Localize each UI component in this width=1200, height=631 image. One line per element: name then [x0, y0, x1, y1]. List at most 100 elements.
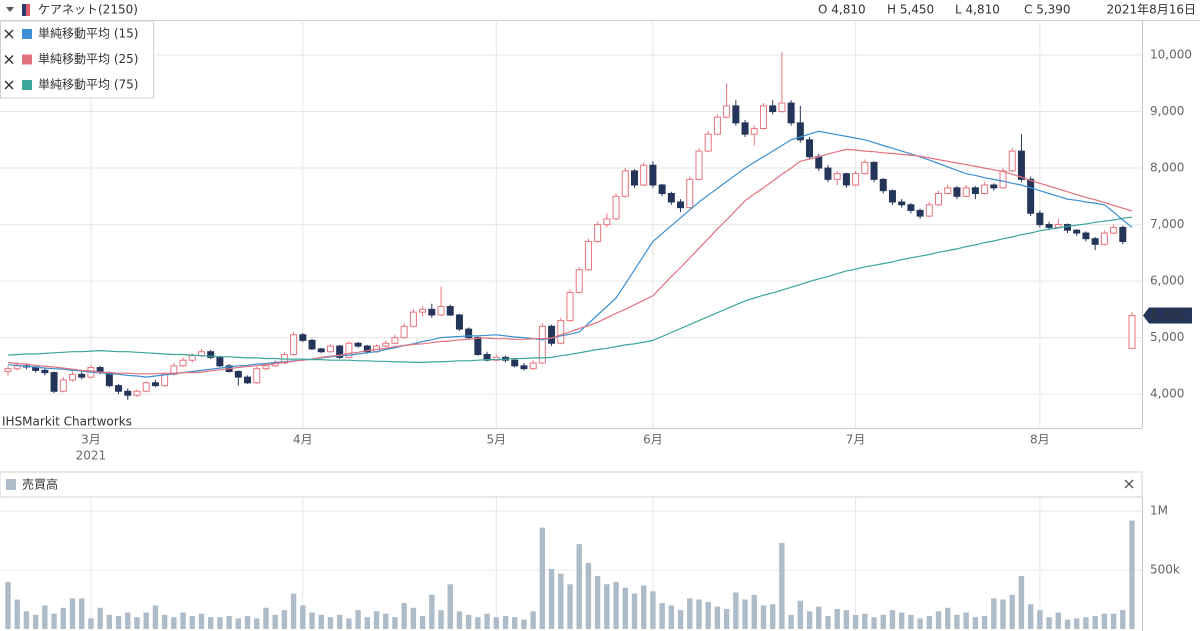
candle-body [1064, 224, 1072, 231]
legend-label: 単純移動平均 (75) [38, 78, 138, 92]
volume-bar [945, 607, 951, 629]
candle-body [262, 365, 270, 370]
candle-body [732, 105, 740, 124]
volume-bar [760, 605, 767, 629]
volume-bar [594, 575, 601, 629]
candle-body [538, 325, 546, 364]
candle-body [916, 209, 924, 217]
candle-body [971, 187, 979, 194]
volume-bar [530, 611, 536, 629]
candle-body [713, 116, 721, 135]
candle-body [354, 342, 362, 347]
candle-body [1008, 150, 1016, 172]
candle-body [317, 348, 325, 353]
candle-body [1017, 150, 1025, 180]
candle-body [1100, 232, 1108, 245]
candle-body [299, 334, 307, 341]
y-tick-label: 10,000 [1150, 48, 1192, 62]
volume-bar [797, 600, 804, 629]
legend-remove[interactable] [4, 55, 14, 64]
y-tick-label: 5,000 [1150, 330, 1184, 344]
volume-bar [309, 612, 315, 629]
legend-label: 単純移動平均 (15) [38, 27, 138, 41]
overlay: 4,000 5,000 6,000 7,000 8,000 9,000 10,000 3月 4月… [0, 20, 1192, 577]
volume-bar [42, 605, 48, 629]
candle-body [105, 372, 113, 387]
volume-bar [862, 613, 868, 629]
volume-bar [263, 607, 269, 629]
volume-bar [816, 606, 822, 629]
icon [4, 55, 14, 64]
icon [4, 29, 14, 39]
candle-body [437, 306, 445, 316]
volume-bar [1129, 520, 1135, 629]
candle-body [907, 204, 915, 211]
volume-bar [207, 617, 214, 629]
volume-bar [217, 617, 223, 629]
dropdown-toggle[interactable] [6, 7, 14, 12]
volume-bar [281, 610, 288, 629]
candle-body [981, 184, 989, 194]
candle-body [1110, 226, 1118, 234]
volume-bar [622, 587, 628, 629]
volume-bar [88, 618, 94, 629]
candle-body [1073, 229, 1081, 234]
candle-body [115, 385, 123, 392]
volume-bar [548, 568, 555, 629]
candle-body [796, 122, 804, 141]
volume-bar [659, 603, 665, 629]
volume-bar [456, 611, 463, 629]
candle-body [852, 173, 860, 186]
candle-body [741, 122, 749, 135]
ohlc-high: H 5,450 [887, 3, 934, 17]
candle-body [990, 184, 998, 189]
candle-body [419, 308, 427, 313]
candle-body [842, 173, 850, 186]
volume-bar [355, 610, 361, 629]
volume-bar [991, 598, 997, 629]
candle-body [68, 373, 76, 381]
volume-bar [327, 617, 334, 629]
volume-bar [152, 605, 159, 629]
y-tick-label: 4,000 [1150, 387, 1184, 401]
volume-bar [1027, 604, 1034, 629]
x-tick-label: 7月 [846, 433, 866, 447]
grid [0, 20, 1142, 631]
y-tick-label: 500k [1150, 563, 1180, 577]
volume-bar [401, 603, 407, 629]
candle-body [944, 187, 952, 194]
volume-bar [613, 581, 619, 629]
volume-bar [1092, 616, 1098, 629]
volume-bar [115, 616, 122, 629]
candle-body [612, 195, 620, 220]
legend-remove[interactable] [4, 80, 14, 90]
last-price-label: 5,390 [1151, 308, 1185, 322]
volume-bar [843, 610, 850, 629]
legend-remove[interactable] [4, 29, 14, 39]
volume-bar [475, 617, 481, 629]
volume-bar [1101, 613, 1108, 629]
close-button[interactable] [1124, 479, 1134, 489]
candle-body [640, 164, 648, 186]
candle-body [584, 241, 592, 271]
volume-bar [447, 584, 453, 629]
volume-bar [438, 610, 444, 629]
candle-body [326, 345, 334, 353]
volume-bar [705, 601, 711, 629]
volume-bar [908, 614, 914, 629]
x-tick-label: 3月 [81, 433, 101, 447]
candle-body [695, 150, 703, 180]
volume-bar [79, 598, 85, 629]
x-tick-label: 4月 [293, 433, 313, 447]
volume-bar [512, 617, 518, 629]
volume-bar [244, 616, 251, 629]
volume-bar [254, 618, 260, 629]
volume-bar [1055, 612, 1061, 629]
volume-bar [429, 594, 435, 629]
volume-bar [585, 563, 592, 629]
volume-bar [935, 611, 942, 629]
ohlc-close: C 5,390 [1024, 3, 1071, 17]
candle-body [575, 269, 583, 293]
candle-body [179, 359, 187, 367]
symbol-icon [22, 4, 26, 16]
